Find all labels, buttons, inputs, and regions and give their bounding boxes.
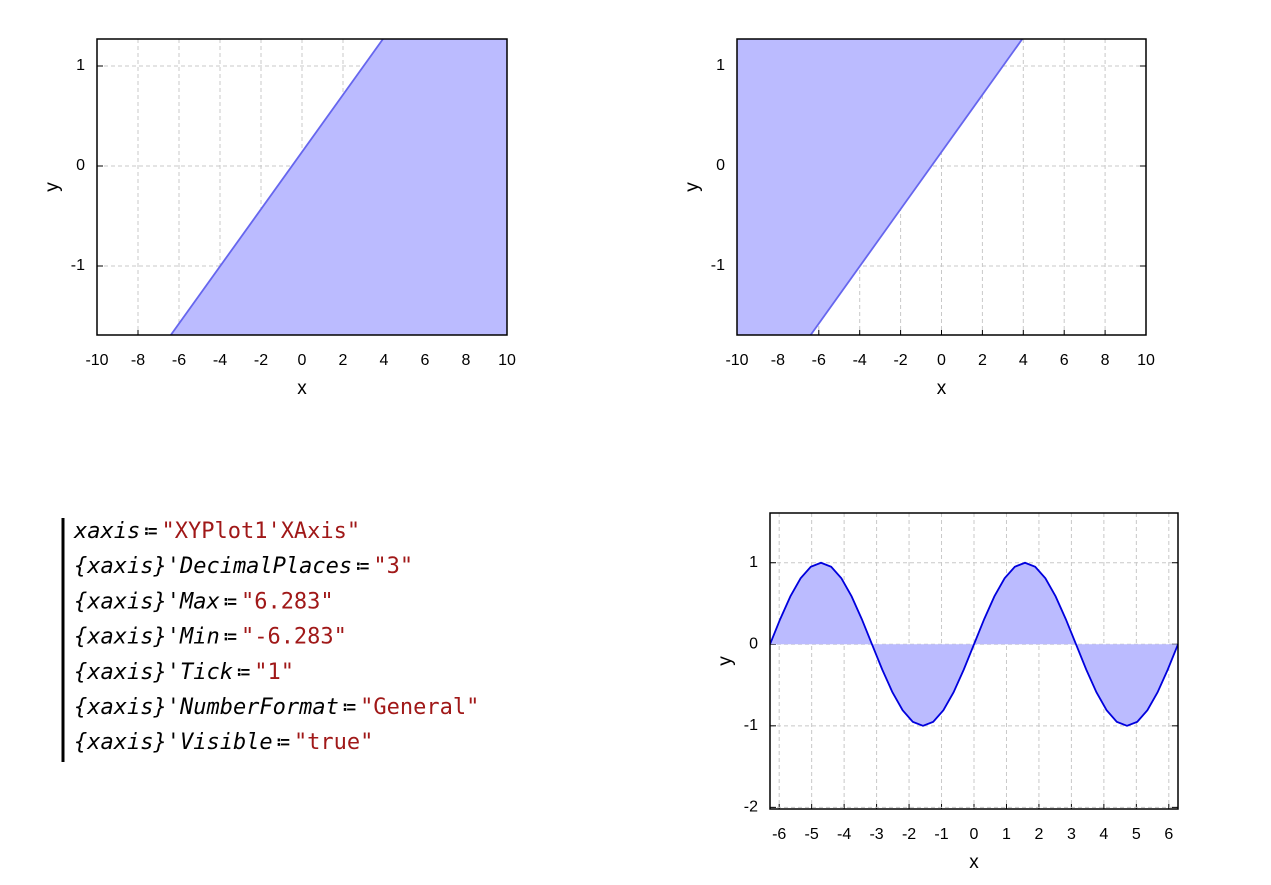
- code-operator: ≔: [356, 554, 369, 579]
- code-line: {xaxis}'DecimalPlaces ≔ "3": [74, 554, 413, 579]
- x-tick-label: -6: [812, 352, 826, 369]
- code-line: {xaxis}'Min ≔ "-6.283": [74, 625, 347, 650]
- x-tick-label: -8: [131, 352, 145, 369]
- code-name: {xaxis}'NumberFormat: [74, 695, 339, 720]
- x-tick-label: 5: [1132, 826, 1141, 843]
- x-tick-label: 4: [1099, 826, 1108, 843]
- line: [170, 39, 384, 335]
- x-tick-label: -6: [172, 352, 186, 369]
- x-tick-label: 2: [978, 352, 987, 369]
- code-string: "-6.283": [241, 625, 347, 650]
- code-name: {xaxis}'Min: [74, 625, 220, 650]
- code-line: {xaxis}'Max ≔ "6.283": [74, 589, 334, 614]
- code-operator: ≔: [144, 519, 157, 544]
- code-string: "General": [360, 695, 479, 720]
- x-tick-label: 0: [298, 352, 307, 369]
- code-line: xaxis ≔ "XYPlot1'XAxis": [73, 519, 360, 544]
- y-axis-label: y: [42, 182, 63, 192]
- x-tick-label: 10: [1137, 352, 1155, 369]
- code-line: {xaxis}'Tick ≔ "1": [74, 660, 294, 685]
- x-tick-label: -2: [254, 352, 268, 369]
- x-tick-label: 10: [498, 352, 516, 369]
- x-tick-label: 3: [1067, 826, 1076, 843]
- x-tick-label: -5: [805, 826, 819, 843]
- code-name: xaxis: [73, 519, 140, 544]
- x-tick-label: -3: [869, 826, 883, 843]
- x-tick-label: 2: [1034, 826, 1043, 843]
- x-tick-label: 2: [339, 352, 348, 369]
- x-tick-label: 0: [937, 352, 946, 369]
- y-axis-label: y: [682, 182, 703, 192]
- code-operator: ≔: [224, 589, 237, 614]
- y-axis-label: y: [715, 656, 736, 666]
- code-name: {xaxis}'DecimalPlaces: [74, 554, 352, 579]
- code-operator: ≔: [224, 625, 237, 650]
- x-tick-label: -4: [853, 352, 867, 369]
- area-fill: [770, 562, 1178, 726]
- x-tick-label: 4: [380, 352, 389, 369]
- line: [809, 39, 1024, 335]
- x-tick-label: -8: [771, 352, 785, 369]
- x-tick-label: 8: [462, 352, 471, 369]
- plot: -6 -5 -4 -3 -2 -1 0 1 2 3 4 5 6 -2 -1 0 1 x y: [715, 512, 1179, 873]
- line: [770, 561, 1178, 727]
- x-tick-label: 1: [1002, 826, 1011, 843]
- x-tick-label: -4: [213, 352, 227, 369]
- x-tick-label: 6: [1060, 352, 1069, 369]
- x-tick-label: 4: [1019, 352, 1028, 369]
- x-tick-label: 6: [1164, 826, 1173, 843]
- y-tick-label: 0: [716, 157, 725, 174]
- plot-frame: [769, 512, 1179, 810]
- code-string: "1": [254, 660, 294, 685]
- x-tick-label: 6: [421, 352, 430, 369]
- y-tick-label: 1: [749, 554, 758, 571]
- code-line: {xaxis}'NumberFormat ≔ "General": [74, 695, 479, 720]
- code-operator: ≔: [277, 730, 290, 755]
- x-tick-label: -6: [772, 826, 786, 843]
- code-name: {xaxis}'Visible: [74, 730, 273, 755]
- code-operator: ≔: [343, 695, 356, 720]
- y-tick-label: 0: [76, 157, 85, 174]
- code-operator: ≔: [237, 660, 250, 685]
- code-name: {xaxis}'Max: [74, 589, 220, 614]
- x-tick-label: -10: [725, 352, 748, 369]
- code-string: "true": [294, 730, 373, 755]
- x-axis-label: x: [969, 852, 979, 873]
- y-tick-label: 1: [76, 57, 85, 74]
- x-tick-label: 0: [970, 826, 979, 843]
- x-tick-label: -1: [934, 826, 948, 843]
- plot-frame: [736, 38, 1147, 336]
- x-tick-label: -10: [85, 352, 108, 369]
- code-string: "XYPlot1'XAxis": [161, 519, 360, 544]
- x-tick-label: -4: [837, 826, 851, 843]
- area-fill: [737, 39, 1023, 335]
- x-axis-label: x: [937, 378, 947, 399]
- code-line: {xaxis}'Visible ≔ "true": [74, 730, 373, 755]
- area-fill: [170, 39, 507, 335]
- x-axis-label: x: [297, 378, 307, 399]
- x-tick-label: 8: [1101, 352, 1110, 369]
- y-tick-label: -1: [744, 717, 758, 734]
- x-tick-label: -2: [893, 352, 907, 369]
- code-name: {xaxis}'Tick: [74, 660, 233, 685]
- y-tick-label: 1: [716, 57, 725, 74]
- code-string: "3": [373, 554, 413, 579]
- x-tick-label: -2: [902, 826, 916, 843]
- y-tick-label: 0: [749, 636, 758, 653]
- y-tick-label: -2: [744, 799, 758, 816]
- plot-frame: [96, 38, 508, 336]
- code-string: "6.283": [241, 589, 334, 614]
- y-tick-label: -1: [711, 257, 725, 274]
- y-tick-label: -1: [71, 257, 85, 274]
